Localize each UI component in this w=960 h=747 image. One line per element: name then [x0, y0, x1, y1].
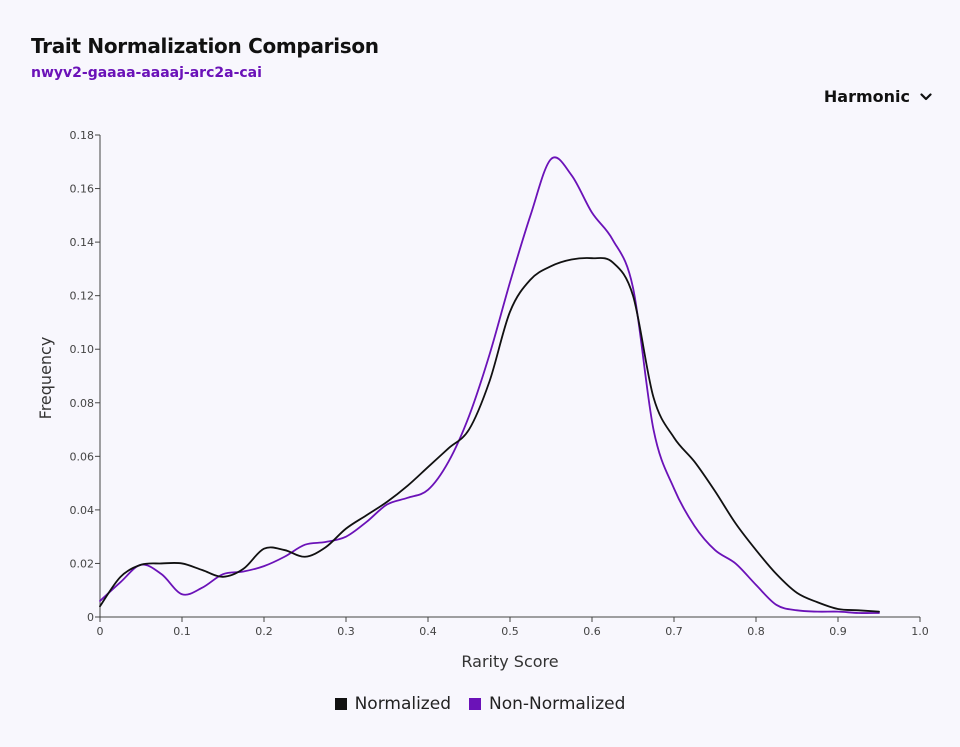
x-tick-label: 0.7: [665, 625, 683, 638]
method-select[interactable]: Harmonic: [824, 87, 932, 106]
y-tick-label: 0.10: [70, 343, 95, 356]
y-tick-label: 0.04: [70, 504, 95, 517]
x-axis-label: Rarity Score: [461, 652, 558, 671]
legend-item-non-normalized[interactable]: Non-Normalized: [468, 694, 626, 714]
legend-label-normalized: Normalized: [354, 694, 451, 714]
x-tick-label: 1.0: [911, 625, 929, 638]
x-tick-label: 0.5: [501, 625, 519, 638]
y-tick-label: 0.02: [70, 557, 95, 570]
series-line-non-normalized: [99, 156, 880, 614]
y-tick-label: 0.08: [70, 397, 95, 410]
legend: Normalized Non-Normalized: [0, 694, 960, 714]
x-tick-label: 0.3: [337, 625, 355, 638]
y-tick-label: 0.18: [70, 129, 95, 142]
y-tick-label: 0.16: [70, 183, 95, 196]
canister-id: nwyv2-gaaaa-aaaaj-arc2a-cai: [31, 65, 262, 81]
chart-plot: 0 0.1 0.2 0.3 0.4 0.5 0.6 0.7 0.8 0.9 1.0 0 0.02 0.04…: [36, 129, 929, 671]
y-tick-label: 0.06: [70, 450, 95, 463]
legend-swatch-non-normalized: [468, 698, 481, 710]
y-tick-label: 0.14: [70, 236, 95, 249]
x-tick-label: 0.9: [829, 625, 847, 638]
x-tick-label: 0.2: [255, 625, 273, 638]
y-tick-label: 0: [87, 611, 94, 624]
y-axis-label: Frequency: [36, 337, 55, 420]
series-line-normalized: [99, 257, 880, 613]
legend-label-non-normalized: Non-Normalized: [488, 694, 626, 714]
x-tick-label: 0.8: [747, 625, 765, 638]
x-tick-label: 0.4: [419, 625, 437, 638]
x-tick-label: 0.1: [173, 625, 191, 638]
y-tick-label: 0.12: [70, 290, 95, 303]
chart-title: Trait Normalization Comparison: [31, 34, 379, 58]
method-select-value: Harmonic: [823, 87, 910, 106]
x-tick-label: 0.6: [583, 625, 601, 638]
chevron-down-icon: [920, 92, 932, 100]
legend-item-normalized[interactable]: Normalized: [334, 694, 451, 714]
legend-swatch-normalized: [334, 698, 347, 710]
x-tick-label: 0: [97, 625, 104, 638]
